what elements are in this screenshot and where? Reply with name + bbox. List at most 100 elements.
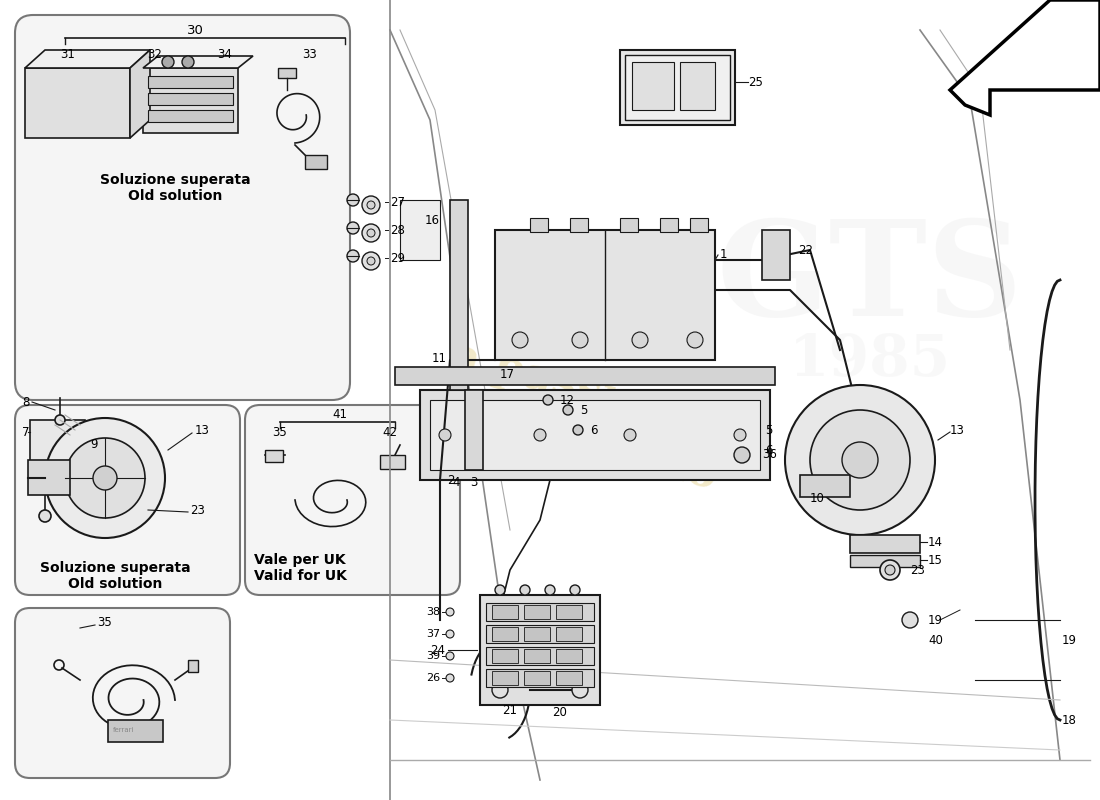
Circle shape bbox=[880, 560, 900, 580]
Bar bbox=[492, 605, 518, 619]
Bar bbox=[524, 649, 550, 663]
Text: 27: 27 bbox=[390, 195, 405, 209]
Text: 16: 16 bbox=[425, 214, 440, 226]
Bar bbox=[620, 50, 735, 125]
Bar bbox=[450, 200, 468, 390]
Bar bbox=[620, 218, 638, 232]
Text: 23: 23 bbox=[190, 503, 205, 517]
Text: Soluzione superata: Soluzione superata bbox=[100, 173, 251, 187]
Bar bbox=[530, 218, 548, 232]
Circle shape bbox=[346, 194, 359, 206]
Text: GTS: GTS bbox=[717, 215, 1023, 345]
Bar bbox=[524, 605, 550, 619]
Polygon shape bbox=[143, 56, 253, 68]
Circle shape bbox=[842, 442, 878, 478]
Bar bbox=[420, 390, 770, 480]
FancyBboxPatch shape bbox=[15, 405, 240, 595]
Text: 2: 2 bbox=[448, 474, 455, 486]
Circle shape bbox=[362, 196, 380, 214]
Bar bbox=[265, 450, 283, 462]
Bar bbox=[486, 647, 594, 665]
Bar bbox=[486, 669, 594, 687]
Text: 40: 40 bbox=[928, 634, 943, 646]
Text: 35: 35 bbox=[273, 426, 287, 438]
Circle shape bbox=[492, 682, 508, 698]
Bar bbox=[395, 367, 776, 385]
Bar bbox=[524, 671, 550, 685]
Bar bbox=[556, 627, 582, 641]
Circle shape bbox=[346, 222, 359, 234]
Bar bbox=[690, 218, 708, 232]
Text: 7: 7 bbox=[22, 426, 30, 438]
Bar bbox=[492, 671, 518, 685]
Text: 31: 31 bbox=[60, 49, 76, 62]
Circle shape bbox=[367, 257, 375, 265]
Text: 10: 10 bbox=[810, 491, 825, 505]
Bar bbox=[492, 649, 518, 663]
Bar bbox=[148, 110, 233, 122]
Bar bbox=[188, 660, 198, 672]
Bar bbox=[108, 720, 163, 742]
Text: 26: 26 bbox=[426, 673, 440, 683]
Circle shape bbox=[785, 385, 935, 535]
Circle shape bbox=[688, 332, 703, 348]
Circle shape bbox=[632, 332, 648, 348]
Text: 19: 19 bbox=[1062, 634, 1077, 646]
Circle shape bbox=[543, 395, 553, 405]
Bar bbox=[556, 605, 582, 619]
Bar bbox=[660, 218, 678, 232]
Circle shape bbox=[734, 429, 746, 441]
Text: 24: 24 bbox=[430, 643, 446, 657]
Bar bbox=[143, 68, 238, 133]
Circle shape bbox=[94, 466, 117, 490]
Circle shape bbox=[55, 415, 65, 425]
Bar bbox=[495, 230, 715, 360]
Bar bbox=[570, 218, 589, 232]
Text: 19: 19 bbox=[928, 614, 943, 626]
Bar bbox=[30, 462, 70, 490]
Bar bbox=[379, 455, 405, 469]
Text: Vale per UK: Vale per UK bbox=[254, 553, 345, 567]
Text: 6: 6 bbox=[590, 423, 597, 437]
Circle shape bbox=[734, 447, 750, 463]
Text: Old solution: Old solution bbox=[128, 189, 222, 203]
Circle shape bbox=[367, 229, 375, 237]
Text: 8: 8 bbox=[22, 395, 30, 409]
Text: 13: 13 bbox=[195, 423, 210, 437]
Circle shape bbox=[446, 652, 454, 660]
Text: 34: 34 bbox=[218, 49, 232, 62]
FancyBboxPatch shape bbox=[15, 608, 230, 778]
Circle shape bbox=[367, 201, 375, 209]
Circle shape bbox=[45, 418, 165, 538]
Circle shape bbox=[495, 585, 505, 595]
FancyBboxPatch shape bbox=[245, 405, 460, 595]
Text: 3: 3 bbox=[470, 477, 477, 490]
Bar bbox=[25, 68, 130, 138]
Circle shape bbox=[439, 429, 451, 441]
Bar bbox=[430, 400, 760, 470]
Circle shape bbox=[544, 585, 556, 595]
Circle shape bbox=[624, 429, 636, 441]
Circle shape bbox=[362, 224, 380, 242]
Text: 21: 21 bbox=[503, 703, 517, 717]
Bar bbox=[680, 62, 715, 110]
Text: 15: 15 bbox=[928, 554, 943, 566]
Bar bbox=[492, 627, 518, 641]
Text: Soluzione superata: Soluzione superata bbox=[40, 561, 190, 575]
Text: Old solution: Old solution bbox=[68, 577, 162, 591]
Text: 9: 9 bbox=[90, 438, 98, 451]
Circle shape bbox=[65, 438, 145, 518]
Circle shape bbox=[446, 608, 454, 616]
Bar bbox=[762, 230, 790, 280]
Text: 30: 30 bbox=[187, 23, 204, 37]
Circle shape bbox=[572, 682, 588, 698]
Bar bbox=[850, 535, 920, 553]
Bar bbox=[148, 93, 233, 105]
Text: 35: 35 bbox=[98, 615, 112, 629]
Circle shape bbox=[362, 252, 380, 270]
Bar bbox=[148, 76, 233, 88]
Circle shape bbox=[162, 56, 174, 68]
Text: 1: 1 bbox=[720, 249, 727, 262]
Bar bbox=[850, 555, 920, 567]
Text: 42: 42 bbox=[383, 426, 397, 438]
